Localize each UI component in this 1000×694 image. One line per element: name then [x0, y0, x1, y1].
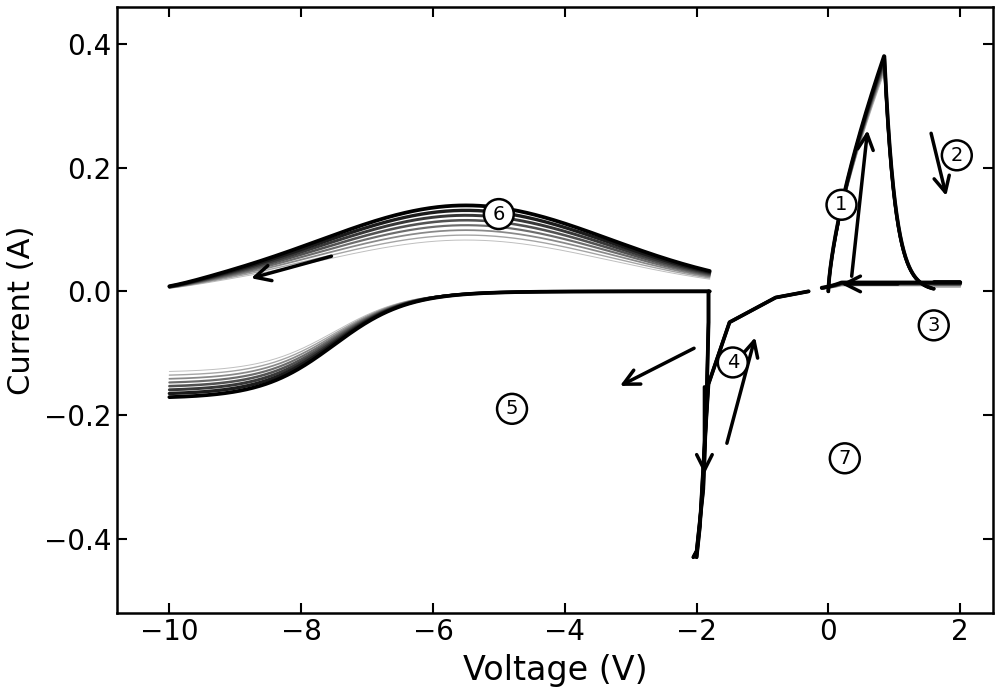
Text: 3: 3 [928, 316, 940, 335]
Y-axis label: Current (A): Current (A) [7, 226, 36, 395]
Text: 2: 2 [951, 146, 963, 165]
Text: 5: 5 [506, 399, 518, 418]
Text: 1: 1 [835, 195, 848, 214]
X-axis label: Voltage (V): Voltage (V) [463, 654, 647, 687]
Text: 6: 6 [493, 205, 505, 223]
Text: 7: 7 [839, 449, 851, 468]
Text: 4: 4 [727, 353, 739, 372]
